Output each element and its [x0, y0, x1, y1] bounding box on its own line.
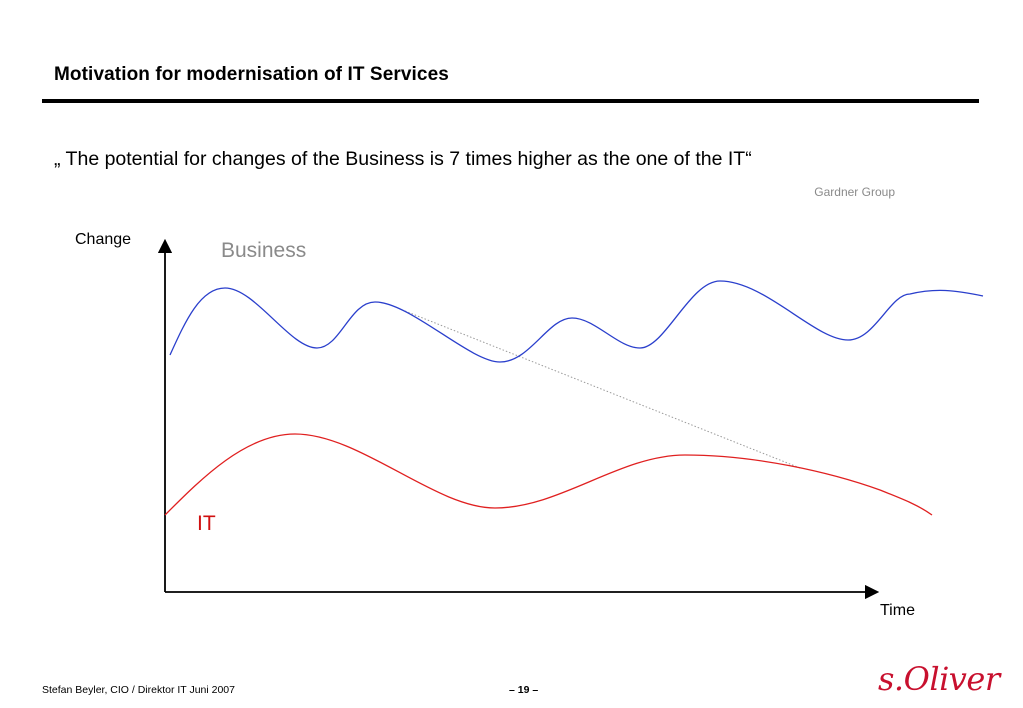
it-label: IT — [197, 512, 216, 535]
it-curve — [164, 433, 933, 516]
business-label: Business — [221, 239, 306, 262]
company-logo: s.Oliver — [878, 660, 1000, 698]
quote-source: Gardner Group — [814, 185, 895, 199]
y-axis-label: Change — [75, 231, 131, 248]
title-divider — [42, 99, 979, 103]
trend-line — [404, 310, 801, 469]
slide-title: Motivation for modernisation of IT Servi… — [54, 64, 449, 85]
x-axis-label: Time — [880, 602, 915, 619]
page-number: – 19 – — [509, 684, 539, 696]
business-curve — [169, 280, 984, 363]
quote-text: „ The potential for changes of the Busin… — [54, 148, 752, 170]
footer-author: Stefan Beyler, CIO / Direktor IT Juni 20… — [42, 684, 235, 696]
